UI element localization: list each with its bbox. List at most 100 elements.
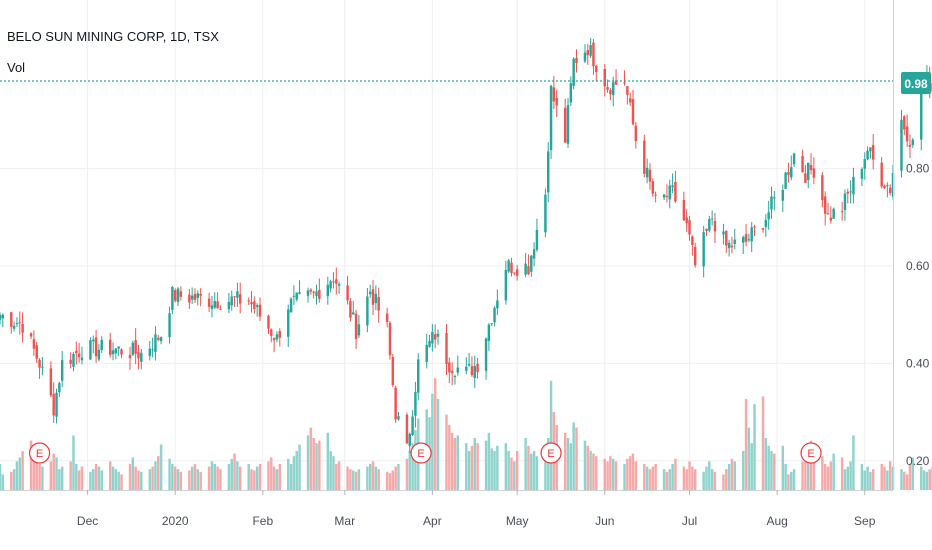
- x-tick-label: Feb: [252, 514, 273, 528]
- candle-body: [309, 289, 313, 292]
- volume-bar: [821, 456, 824, 490]
- volume-bar: [120, 474, 123, 490]
- volume-bar: [572, 422, 575, 490]
- candle-body: [10, 312, 13, 328]
- volume-bar: [490, 448, 493, 490]
- volume-bar: [764, 438, 768, 490]
- earnings-letter: E: [417, 448, 424, 460]
- volume-bar: [733, 461, 736, 490]
- earnings-marker[interactable]: E: [540, 442, 562, 464]
- volume-bar: [725, 469, 728, 490]
- volume-bar: [563, 432, 567, 490]
- earnings-marker[interactable]: E: [28, 442, 51, 464]
- candle-body: [236, 291, 239, 298]
- candle-body: [566, 105, 570, 144]
- candle-body: [120, 349, 123, 355]
- volume-bar: [787, 474, 790, 490]
- y-tick-label: 0.40: [906, 356, 930, 370]
- volume-bar: [207, 466, 211, 490]
- candle-body: [510, 262, 513, 274]
- last-price-label: 0.98: [901, 72, 931, 94]
- last-price-value: 0.98: [904, 77, 928, 91]
- candle-body: [572, 58, 575, 86]
- volume-bar: [275, 469, 279, 490]
- volume-label[interactable]: Vol: [7, 60, 25, 75]
- candle-body: [411, 416, 414, 435]
- volume-bar: [784, 464, 787, 490]
- volume-bar: [688, 461, 691, 490]
- volume-bar: [603, 458, 606, 490]
- volume-bar: [535, 456, 539, 490]
- volume-bar: [643, 464, 646, 490]
- volume-bar: [29, 440, 33, 490]
- volume-bar: [450, 432, 454, 490]
- candle-body: [134, 340, 137, 354]
- candle-body: [128, 355, 132, 359]
- candle-body: [100, 339, 103, 351]
- candle-body: [583, 52, 587, 62]
- volume-bar: [920, 466, 923, 490]
- candle-body: [159, 337, 163, 342]
- candle-body: [648, 169, 652, 182]
- candle-body: [140, 352, 143, 362]
- volume-bar: [922, 470, 926, 490]
- volume-bar: [566, 438, 570, 490]
- candle-body: [685, 217, 688, 224]
- volume-bar: [806, 451, 810, 490]
- volume-bar: [32, 444, 36, 490]
- candle-body: [555, 98, 558, 106]
- candle-body: [476, 363, 479, 373]
- candle-body: [467, 364, 471, 366]
- candle-body: [682, 199, 686, 221]
- volume-bar: [589, 451, 592, 490]
- candle-body: [329, 281, 332, 289]
- volume-bar: [530, 453, 533, 490]
- candle-body: [306, 290, 310, 296]
- candle-body: [337, 283, 341, 286]
- volume-bar: [727, 464, 731, 490]
- earnings-marker[interactable]: E: [410, 442, 432, 464]
- candle-body: [496, 300, 499, 309]
- time-axis[interactable]: Dec 2020 Feb Mar Apr May Jun Jul Aug Sep: [77, 490, 876, 528]
- volume-bar: [111, 466, 115, 490]
- volume-bar: [513, 461, 516, 490]
- candle-body: [368, 291, 372, 295]
- volume-bar: [35, 456, 38, 490]
- candle-body: [168, 313, 171, 338]
- volume-bar: [38, 464, 41, 490]
- volume-bar: [826, 466, 830, 490]
- volume-bar: [467, 451, 471, 490]
- candle-body: [860, 169, 864, 179]
- candle-body: [883, 185, 886, 189]
- candle-body: [761, 228, 765, 230]
- volume-bar: [173, 466, 177, 490]
- candle-body: [41, 366, 44, 368]
- candle-body: [513, 272, 516, 274]
- x-tick-label: Dec: [77, 514, 98, 528]
- volume-bar: [713, 471, 717, 490]
- volume-bar: [258, 464, 262, 490]
- candle-body: [544, 194, 547, 233]
- price-axis[interactable]: 0.20 0.40 0.60 0.80: [906, 162, 930, 468]
- volume-bar: [58, 469, 61, 490]
- candle-body: [247, 300, 250, 302]
- candle-body: [532, 249, 536, 259]
- earnings-marker[interactable]: E: [800, 442, 822, 464]
- volume-bar: [781, 445, 785, 490]
- volume-bar: [510, 457, 513, 490]
- volume-bar: [394, 466, 397, 490]
- volume-bar: [507, 451, 510, 490]
- volume-bar: [94, 464, 98, 490]
- candle-body: [267, 315, 270, 329]
- volume-bar: [92, 469, 95, 490]
- candle-body: [631, 99, 635, 125]
- candle-body: [117, 346, 120, 349]
- candle-body: [750, 227, 753, 242]
- candle-body: [493, 307, 496, 323]
- candle-body: [507, 260, 510, 272]
- candle-body: [176, 288, 180, 302]
- candle-body: [806, 162, 810, 181]
- candle-body: [137, 351, 140, 359]
- volume-bar: [295, 451, 298, 490]
